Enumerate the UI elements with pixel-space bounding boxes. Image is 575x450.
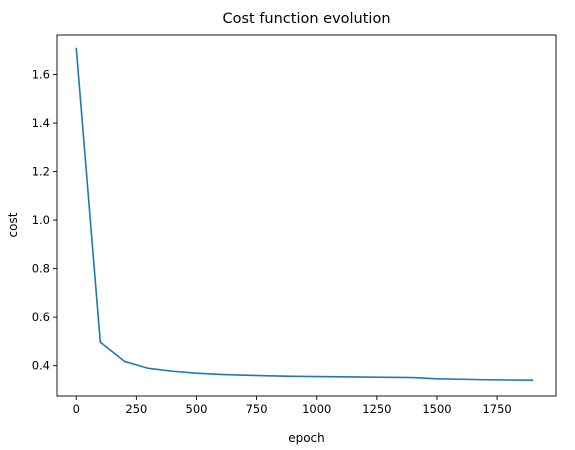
y-tick-label-2: 0.8 bbox=[32, 262, 50, 276]
x-tick-label-1: 250 bbox=[125, 402, 147, 416]
x-tick-label-4: 1000 bbox=[302, 402, 331, 416]
y-tick-label-0: 0.4 bbox=[32, 359, 50, 373]
axes-frame bbox=[56, 34, 557, 397]
x-axis-label: epoch bbox=[288, 431, 325, 445]
y-tick-label-5: 1.4 bbox=[32, 116, 50, 130]
chart-title: Cost function evolution bbox=[222, 11, 390, 27]
x-tick-label-7: 1750 bbox=[482, 402, 511, 416]
x-tick-label-0: 0 bbox=[73, 402, 80, 416]
y-tick-label-6: 1.6 bbox=[32, 68, 50, 82]
y-tick-label-3: 1.0 bbox=[32, 213, 50, 227]
x-tick-label-3: 750 bbox=[246, 402, 268, 416]
x-tick-label-2: 500 bbox=[186, 402, 208, 416]
x-tick-label-5: 1250 bbox=[362, 402, 391, 416]
y-tick-label-1: 0.6 bbox=[32, 310, 50, 324]
x-tick-label-6: 1500 bbox=[422, 402, 451, 416]
plot-area: 0 250 500 750 1000 1250 1500 1750 0.4 0.6 0.8 1.0 1.… bbox=[32, 34, 557, 416]
series-line-0 bbox=[75, 47, 534, 382]
y-tick-label-4: 1.2 bbox=[32, 165, 50, 179]
y-axis-label: cost bbox=[6, 212, 20, 237]
